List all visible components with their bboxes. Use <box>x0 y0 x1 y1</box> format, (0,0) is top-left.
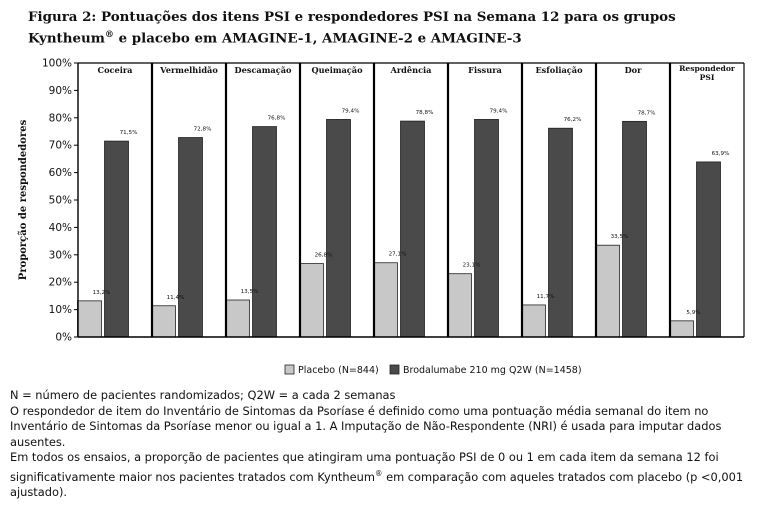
y-tick-label: 60% <box>49 167 72 179</box>
legend-swatch-placebo <box>284 364 295 375</box>
legend-label-brodalumab: Brodalumabe 210 mg Q2W (N=1458) <box>403 365 582 376</box>
brodalumab-value-label: 71,5% <box>120 130 138 136</box>
y-tick-label: 100% <box>42 58 72 70</box>
y-tick-label: 50% <box>49 195 72 207</box>
placebo-bar <box>669 320 694 338</box>
placebo-bar <box>151 305 176 338</box>
placebo-bar <box>299 263 324 338</box>
panel-label: Ardência <box>390 65 433 75</box>
brodalumab-value-label: 79,4% <box>342 108 360 114</box>
legend-label-placebo: Placebo (N=844) <box>298 365 379 376</box>
brodalumab-value-label: 63,9% <box>712 151 730 157</box>
title-text: Figura 2: Pontuações dos itens PSI e res… <box>28 9 676 47</box>
figure-notes: N = número de pacientes randomizados; Q2… <box>10 388 762 501</box>
panel-label: PSI <box>700 73 715 82</box>
placebo-value-label: 13,5% <box>241 289 259 295</box>
placebo-value-label: 13,2% <box>93 290 111 296</box>
panel-label: Respondedor <box>679 64 736 73</box>
placebo-value-label: 33,5% <box>611 234 629 240</box>
brodalumab-value-label: 76,2% <box>564 117 582 123</box>
panel-label: Queimação <box>311 65 363 75</box>
note-significance-text: Em todos os ensaios, a proporção de paci… <box>10 450 719 484</box>
brodalumab-bar <box>696 161 721 338</box>
brodalumab-value-label: 79,4% <box>490 108 508 114</box>
brodalumab-value-label: 76,8% <box>268 116 286 122</box>
brodalumab-bar <box>548 127 573 338</box>
placebo-value-label: 26,8% <box>315 253 333 259</box>
note-definition: O respondedor de item do Inventário de S… <box>10 403 722 449</box>
brodalumab-bar <box>474 119 499 338</box>
trademark-symbol: ® <box>374 468 383 478</box>
y-tick-label: 20% <box>49 277 72 289</box>
bar-chart: 0% 10% 20% 30% 40% 50% 60% 70% 80% 90% 100% Proporç… <box>18 58 745 376</box>
brodalumab-value-label: 78,8% <box>416 110 434 116</box>
panel-label: Descamação <box>235 65 292 75</box>
placebo-bar <box>447 273 472 338</box>
y-tick-label: 90% <box>49 85 72 97</box>
brodalumab-bar <box>104 140 129 338</box>
y-tick-label: 0% <box>55 332 72 344</box>
y-tick-label: 70% <box>49 140 72 152</box>
brodalumab-bar <box>326 119 351 338</box>
brodalumab-value-label: 72,8% <box>194 127 212 133</box>
y-tick-label: 80% <box>49 112 72 124</box>
panel-label: Dor <box>625 65 643 75</box>
brodalumab-bar <box>622 120 647 338</box>
note-significance: Em todos os ensaios, a proporção de paci… <box>10 450 762 501</box>
placebo-bar <box>77 300 102 338</box>
placebo-bar <box>373 262 398 338</box>
brodalumab-bar <box>178 137 203 338</box>
placebo-value-label: 23,1% <box>463 263 481 269</box>
note-abbreviations: N = número de pacientes randomizados; Q2… <box>10 388 396 402</box>
placebo-bar <box>595 244 620 338</box>
placebo-value-label: 11,4% <box>167 295 185 301</box>
placebo-value-label: 5,9% <box>686 310 700 316</box>
figure-title: Figura 2: Pontuações dos itens PSI e res… <box>28 8 758 47</box>
trademark-symbol: ® <box>104 30 114 40</box>
y-tick-label: 40% <box>49 222 72 234</box>
note-significance-text-end: em comparação com aqueles tratados com p… <box>10 469 744 500</box>
placebo-bar <box>225 299 250 338</box>
panel-label: Vermelhidão <box>159 65 218 75</box>
panel-label: Fissura <box>468 65 502 75</box>
legend-swatch-brodalumab <box>389 364 400 375</box>
panel-label: Esfoliação <box>535 65 583 75</box>
placebo-value-label: 27,1% <box>389 252 407 258</box>
panel-label: Coceira <box>98 65 134 75</box>
title-text-end: e placebo em AMAGINE-1, AMAGINE-2 e AMAG… <box>113 30 522 47</box>
brodalumab-bar <box>252 126 277 338</box>
placebo-bar <box>521 304 546 338</box>
brodalumab-value-label: 78,7% <box>638 110 656 116</box>
y-axis-title: Proporção de respondedores <box>18 119 29 280</box>
placebo-value-label: 11,7% <box>537 294 555 300</box>
y-tick-label: 30% <box>49 249 72 261</box>
y-tick-label: 10% <box>49 304 72 316</box>
brodalumab-bar <box>400 120 425 338</box>
